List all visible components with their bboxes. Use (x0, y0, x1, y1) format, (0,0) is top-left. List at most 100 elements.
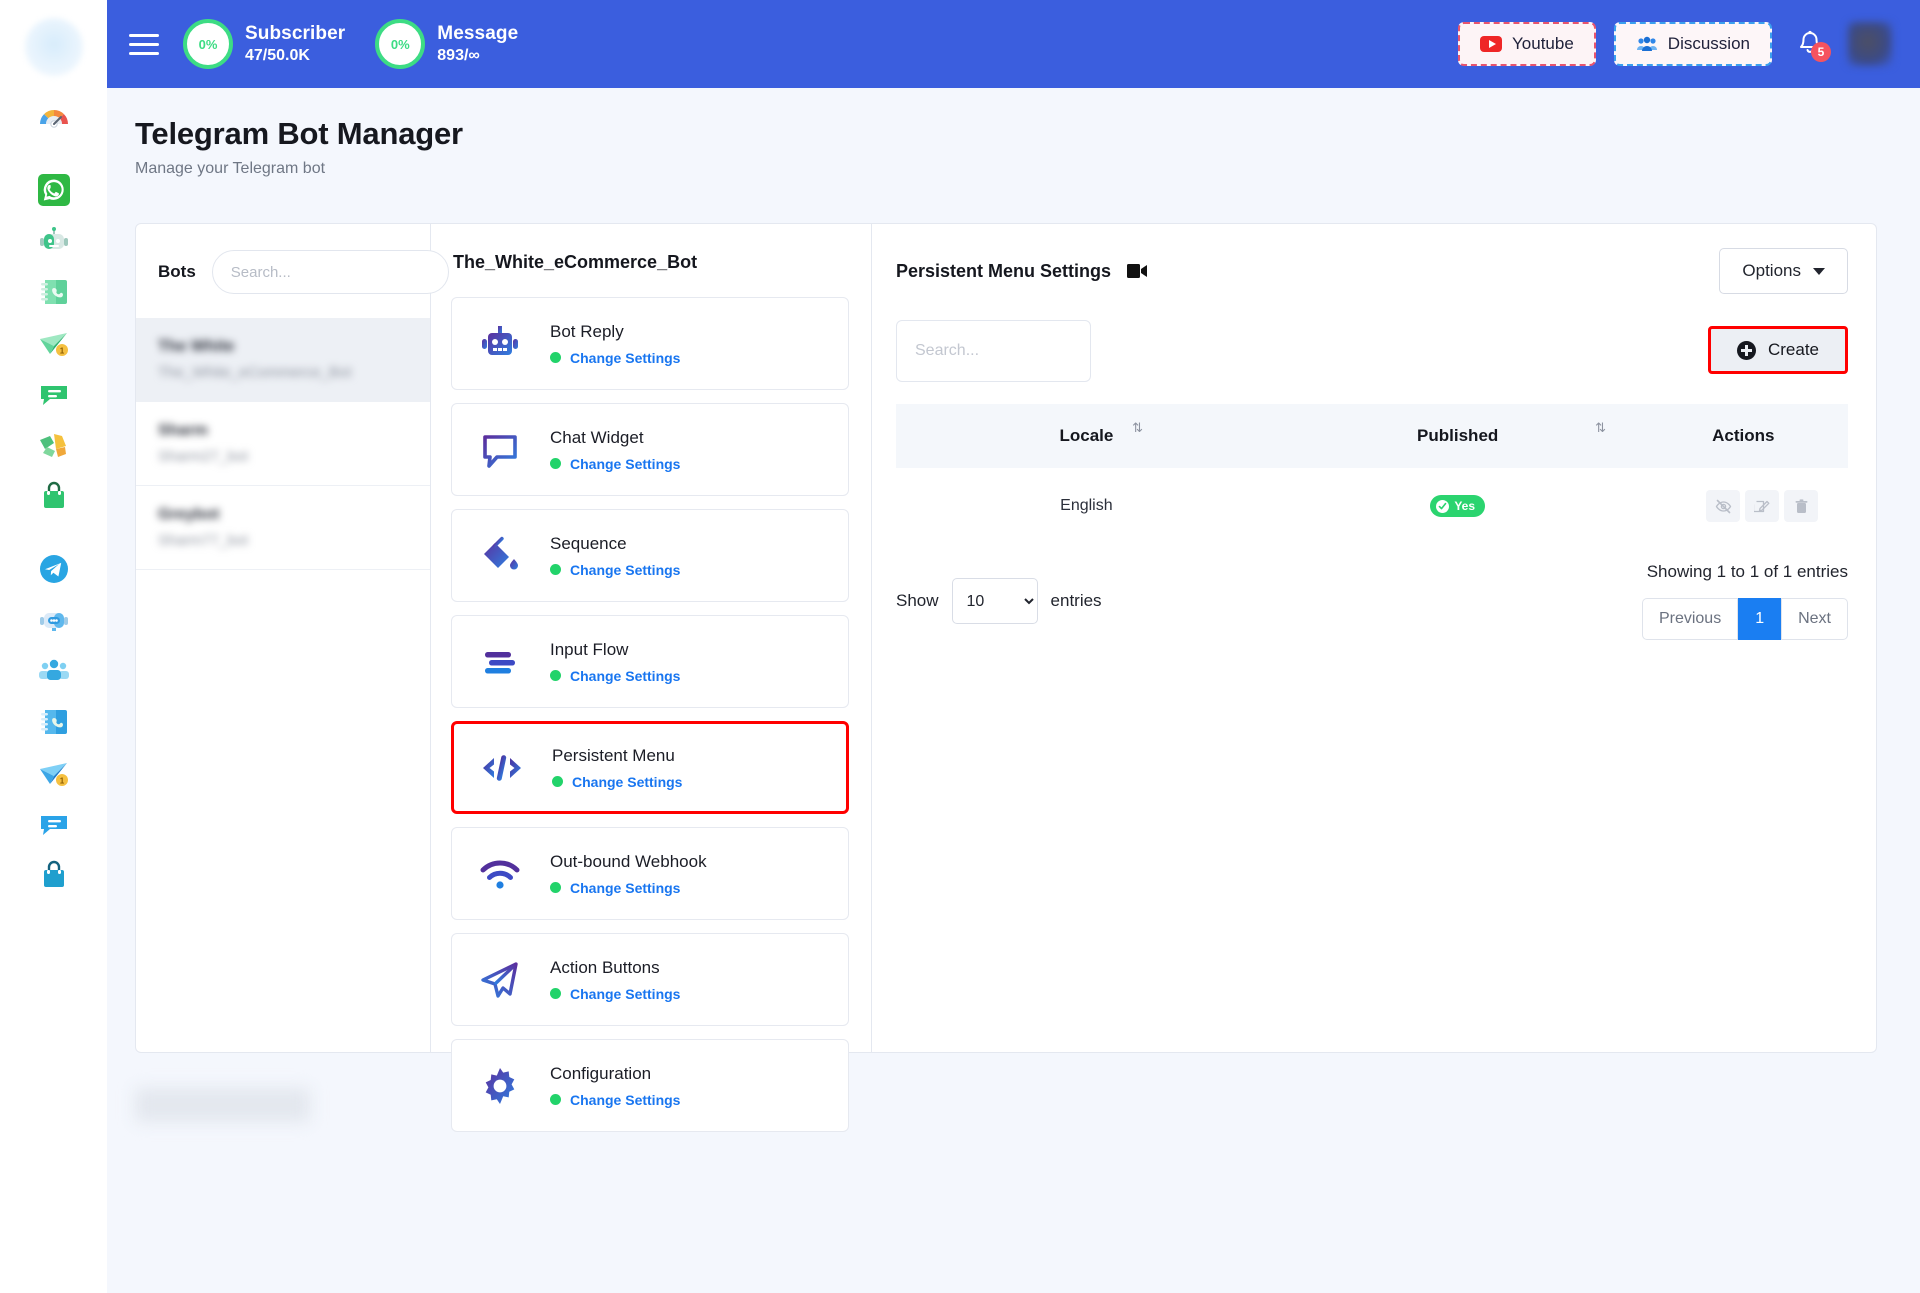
locales-table: Locale ⇅ Published ⇅ Actions (896, 404, 1848, 544)
telegram-icon[interactable] (29, 544, 79, 594)
message-green-icon[interactable] (29, 369, 79, 419)
cell-actions (1639, 468, 1848, 544)
change-settings-link[interactable]: Change Settings (570, 1091, 681, 1108)
column-header-locale[interactable]: Locale ⇅ (896, 404, 1277, 468)
bots-panel: Bots The White The_White_eCommerce_Bot S… (136, 224, 449, 1052)
youtube-button[interactable]: Youtube (1458, 22, 1596, 66)
status-dot (550, 1094, 561, 1105)
youtube-button-label: Youtube (1512, 34, 1574, 53)
feature-card-chat-widget[interactable]: Chat Widget Change Settings (451, 403, 849, 496)
bot-name: Sharm (158, 422, 208, 439)
eye-slash-icon[interactable] (1706, 490, 1740, 522)
feature-card-persistent-menu[interactable]: Persistent Menu Change Settings (451, 721, 849, 814)
column-label: Actions (1712, 426, 1775, 445)
feature-card-configuration[interactable]: Configuration Change Settings (451, 1039, 849, 1132)
svg-text:1: 1 (59, 777, 64, 786)
top-bar: 0% Subscriber 47/50.0K 0% Message 893/∞ … (107, 0, 1920, 88)
broadcast-blue-icon[interactable]: 1 (29, 748, 79, 798)
chat-bubble-icon (472, 422, 528, 478)
options-button[interactable]: Options (1719, 248, 1848, 294)
robot-icon (472, 316, 528, 372)
selected-bot-title: The_White_eCommerce_Bot (453, 252, 698, 272)
page-body: Telegram Bot Manager Manage your Telegra… (107, 88, 1920, 1293)
change-settings-link[interactable]: Change Settings (572, 773, 683, 790)
bot-blue-icon[interactable] (29, 595, 79, 645)
bots-search-input[interactable] (211, 250, 449, 294)
feature-card-bot-reply[interactable]: Bot Reply Change Settings (451, 297, 849, 390)
page-length-select[interactable]: 10 25 50 100 (951, 578, 1038, 624)
discussion-button[interactable]: Discussion (1613, 22, 1772, 66)
table-head: Locale ⇅ Published ⇅ Actions (896, 404, 1848, 468)
feature-label: Action Buttons (550, 957, 660, 977)
create-button[interactable]: Create (1707, 326, 1848, 374)
notification-badge: 5 (1811, 42, 1831, 62)
subscriber-stat-title: Subscriber (245, 23, 346, 45)
paint-bucket-icon (472, 528, 528, 584)
bot-handle: Sharm27_bot (158, 448, 249, 465)
options-button-label: Options (1742, 261, 1801, 280)
app-logo (24, 18, 83, 76)
page-title: Telegram Bot Manager (135, 116, 463, 151)
column-header-actions: Actions (1638, 404, 1848, 468)
change-settings-link[interactable]: Change Settings (570, 561, 681, 578)
audience-blue-icon[interactable] (29, 646, 79, 696)
features-panel: The_White_eCommerce_Bot (431, 224, 872, 1132)
bots-panel-header: Bots (136, 224, 449, 318)
feature-card-outbound-webhook[interactable]: Out-bound Webhook Change Settings (451, 827, 849, 920)
table-body: English Yes (896, 468, 1848, 544)
status-dot (550, 988, 561, 999)
ecommerce-bag-blue-icon[interactable] (29, 850, 79, 900)
youtube-icon (1480, 36, 1503, 52)
showing-entries-text: Showing 1 to 1 of 1 entries (1646, 562, 1848, 581)
hamburger-icon[interactable] (129, 29, 163, 59)
column-label: Locale (1059, 426, 1114, 445)
check-icon (1436, 499, 1450, 513)
feature-card-sequence[interactable]: Sequence Change Settings (451, 509, 849, 602)
change-settings-link[interactable]: Change Settings (570, 879, 681, 896)
table-header-row: Locale ⇅ Published ⇅ Actions (896, 404, 1848, 468)
pagination-previous[interactable]: Previous (1641, 598, 1739, 640)
bot-list-item[interactable]: Sharm Sharm27_bot (136, 402, 430, 486)
integration-puzzle-icon[interactable] (29, 420, 79, 470)
subscriber-stat-value: 47/50.0K (245, 46, 310, 64)
sort-icon[interactable]: ⇅ (1595, 420, 1607, 435)
footer-redacted-text (135, 1088, 310, 1122)
subscriber-stat: 0% Subscriber 47/50.0K (183, 19, 345, 69)
contacts-blue-icon[interactable] (29, 697, 79, 747)
feature-label: Persistent Menu (552, 745, 675, 765)
pagination-next[interactable]: Next (1781, 598, 1848, 640)
bars-icon (472, 634, 528, 690)
feature-label: Configuration (550, 1063, 652, 1083)
table-search-input[interactable] (896, 320, 1091, 382)
broadcast-green-icon[interactable]: 1 (29, 318, 79, 368)
paper-plane-icon (472, 952, 528, 1008)
change-settings-link[interactable]: Change Settings (570, 455, 681, 472)
feature-card-input-flow[interactable]: Input Flow Change Settings (451, 615, 849, 708)
bot-list-item[interactable]: The White The_White_eCommerce_Bot (136, 318, 430, 402)
pagination-page-1[interactable]: 1 (1738, 598, 1782, 640)
change-settings-link[interactable]: Change Settings (570, 985, 681, 1002)
status-dot (550, 670, 561, 681)
change-settings-link[interactable]: Change Settings (570, 667, 681, 684)
ecommerce-bag-green-icon[interactable] (29, 471, 79, 521)
video-camera-icon[interactable] (1127, 263, 1149, 279)
feature-label: Bot Reply (550, 321, 624, 341)
feature-card-action-buttons[interactable]: Action Buttons Change Settings (451, 933, 849, 1026)
whatsapp-icon[interactable] (29, 165, 79, 215)
user-avatar[interactable] (1848, 22, 1892, 66)
change-settings-link[interactable]: Change Settings (570, 349, 681, 366)
subscriber-percent-ring: 0% (183, 19, 233, 69)
settings-panel-header: Persistent Menu Settings Options (896, 248, 1848, 294)
column-header-published[interactable]: Published ⇅ (1276, 404, 1639, 468)
plus-circle-icon (1736, 340, 1756, 360)
notifications-button[interactable]: 5 (1790, 24, 1831, 64)
bot-list-item[interactable]: Greybot Sharm77_bot (136, 486, 430, 570)
contacts-green-icon[interactable] (29, 267, 79, 317)
edit-pencil-icon[interactable] (1745, 490, 1779, 522)
trash-icon[interactable] (1784, 490, 1818, 522)
dashboard-gauge-icon[interactable] (29, 92, 79, 142)
bot-green-icon[interactable] (29, 216, 79, 266)
sort-icon[interactable]: ⇅ (1132, 420, 1143, 435)
pagination: Previous 1 Next (1641, 598, 1848, 640)
message-blue-icon[interactable] (29, 799, 79, 849)
